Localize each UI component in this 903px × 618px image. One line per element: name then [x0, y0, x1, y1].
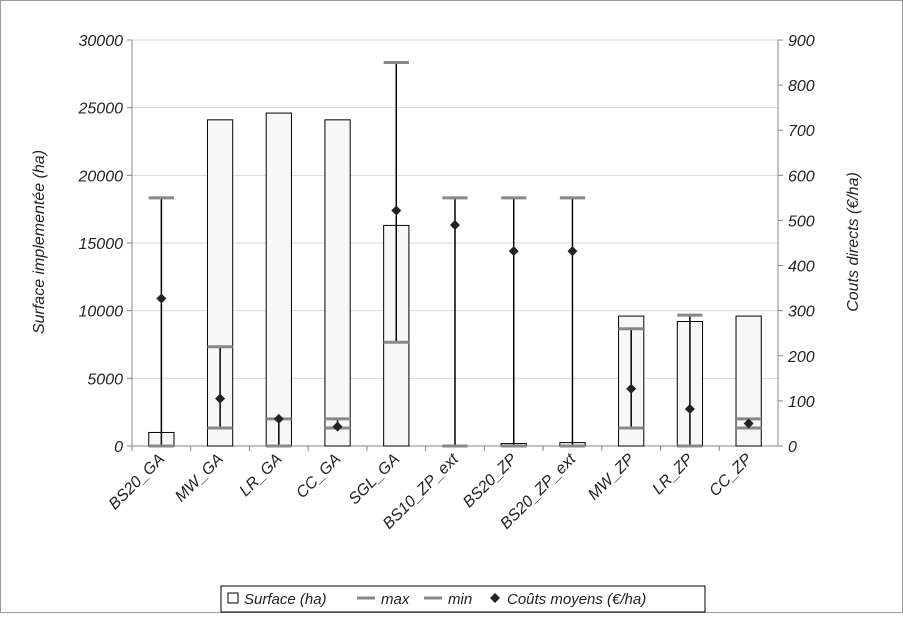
y-right-tick-label: 500 — [788, 213, 815, 230]
legend-min-label: min — [448, 591, 472, 608]
cost-average-marker — [684, 404, 695, 415]
surface-bar — [265, 112, 292, 447]
legend-cost-label: Coûts moyens (€/ha) — [507, 591, 646, 608]
cost-average-marker — [450, 219, 460, 230]
y-right-tick-label: 600 — [788, 168, 815, 185]
y-left-tick-label: 5000 — [87, 371, 123, 388]
y-axis-right-title: Couts directs (€/ha) — [845, 172, 862, 312]
legend-surface-swatch — [227, 592, 239, 604]
legend-box — [220, 585, 706, 613]
cost-average-marker — [626, 383, 637, 394]
y-left-tick-label: 0 — [114, 439, 123, 456]
y-right-tick-label: 200 — [787, 349, 815, 366]
y-left-tick-label: 15000 — [79, 236, 124, 253]
cost-average-marker — [332, 421, 343, 432]
y-right-tick-label: 0 — [788, 439, 797, 456]
y-left-tick-label: 25000 — [78, 101, 124, 118]
legend: Surface (ha) max min Coûts moyens (€/ha) — [220, 585, 706, 613]
surface-bar — [324, 119, 351, 447]
y-right-tick-label: 800 — [788, 78, 815, 95]
surface-bars — [148, 112, 762, 447]
y-left-tick-label: 20000 — [78, 168, 124, 185]
y-axis-left-title: Surface implementée (ha) — [31, 150, 48, 334]
cost-average-marker — [743, 418, 754, 429]
legend-max-label: max — [381, 591, 410, 608]
y-left-tick-label: 30000 — [79, 33, 124, 50]
cost-average-marker — [508, 246, 519, 257]
y-right-tick-label: 300 — [788, 304, 815, 321]
legend-surface-label: Surface (ha) — [244, 591, 327, 608]
cost-average-marker — [391, 205, 402, 216]
cost-average-marker — [273, 413, 284, 424]
cost-range-lines — [148, 61, 762, 448]
y-left-tick-label: 10000 — [79, 304, 124, 321]
cost-average-marker — [156, 293, 167, 304]
y-right-tick-label: 700 — [788, 123, 815, 140]
y-right-tick-label: 100 — [788, 394, 815, 411]
legend-cost-swatch — [490, 593, 500, 603]
cost-average-marker — [215, 393, 226, 404]
cost-average-marker — [567, 246, 578, 257]
y-right-tick-label: 900 — [788, 33, 815, 50]
y-right-tick-label: 400 — [788, 259, 815, 276]
